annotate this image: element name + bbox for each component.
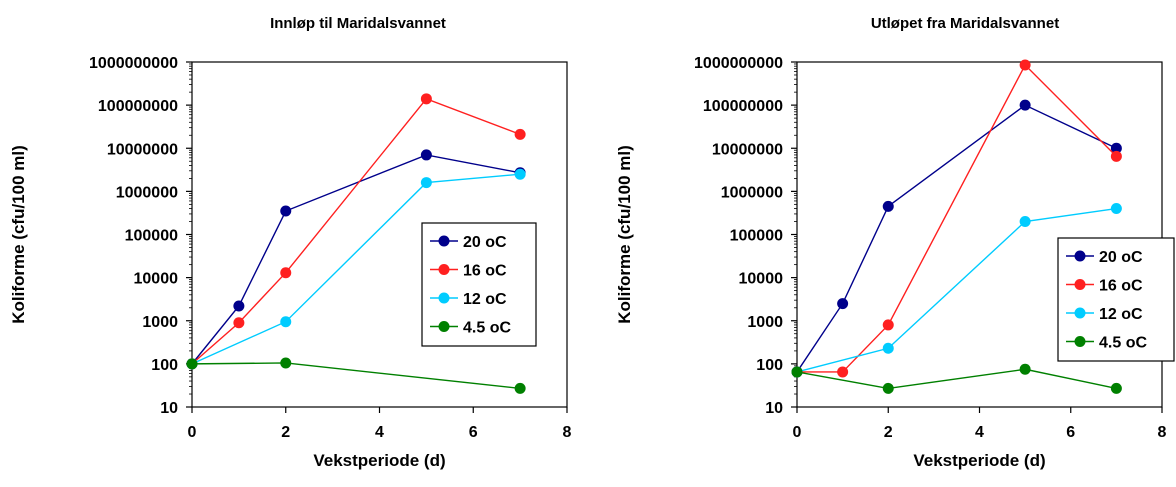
x-tick-label: 2 [884,424,893,441]
legend-item: 20 oC [1066,249,1143,266]
y-tick-label: 100000000 [98,98,178,115]
y-axis-label: Koliforme (cfu/100 ml) [9,145,28,324]
y-tick-label: 1000000000 [89,55,178,72]
series-1 [791,99,1122,378]
chart-panel-1: Innløp til Maridalsvannet 10 100 1000 10000 1… [9,15,572,470]
legend-label: 16 oC [1099,278,1143,295]
series-2 [186,93,526,370]
data-point [837,366,849,378]
y-axis-label: Koliforme (cfu/100 ml) [615,145,634,324]
legend-label: 4.5 oC [463,320,511,337]
legend-swatch-marker [1074,250,1086,262]
x-tick-label: 2 [281,424,290,441]
legend-item: 4.5 oC [1066,335,1147,352]
data-point [1110,382,1122,394]
legend-swatch-marker [438,292,450,304]
data-point [233,300,245,312]
data-point [514,382,526,394]
series-line [796,368,1117,390]
y-tick-label: 10000000 [107,141,178,158]
data-point [280,316,292,328]
x-tick-label: 6 [1066,424,1075,441]
chart-panel-2: Utløpet fra Maridalsvannet 10 100 1000 10000… [615,15,1175,470]
chart-title: Utløpet fra Maridalsvannet [871,15,1059,32]
legend-swatch-marker [438,235,450,247]
y-tick-label: 100000000 [703,98,783,115]
data-point [837,298,849,310]
data-point [280,267,292,279]
x-tick-label: 4 [975,424,984,441]
legend-item: 20 oC [430,234,507,251]
data-point [514,168,526,180]
y-tick-label: 1000000 [116,184,178,201]
legend: 20 oC 16 oC 12 oC 4.5 oC [1057,237,1175,362]
data-point [882,382,894,394]
data-point [280,357,292,369]
y-tick-label: 1000 [142,314,178,331]
data-point [1019,363,1031,375]
data-point [420,177,432,189]
data-point [1019,216,1031,228]
series-4 [186,357,526,394]
legend-swatch-marker [438,264,450,275]
data-point [1110,142,1122,154]
series-line [796,207,1117,373]
y-tick-label: 1000000 [721,184,783,201]
legend-label: 20 oC [1099,249,1143,266]
data-point [420,93,432,105]
x-tick-label: 6 [469,424,478,441]
y-tick-label: 100 [151,357,178,374]
legend-swatch-marker [1074,279,1086,290]
legend-item: 16 oC [430,263,507,280]
y-tick-label: 100 [756,357,783,374]
x-tick-label: 0 [188,424,197,441]
data-point [233,317,245,329]
legend-label: 12 oC [463,291,507,308]
y-tick-label: 100000 [125,228,178,245]
data-point [186,358,198,370]
data-point [1110,150,1122,162]
x-tick-label: 4 [375,424,384,441]
x-tick-label: 8 [563,424,572,441]
data-point [882,200,894,212]
legend: 20 oC 16 oC 12 oC 4.5 oC [421,222,537,347]
data-point [882,342,894,354]
data-point [514,128,526,140]
x-axis-label: Vekstperiode (d) [313,451,445,470]
data-point [1019,59,1031,71]
data-point [791,366,803,378]
legend-label: 12 oC [1099,306,1143,323]
y-tick-label: 10000 [134,271,179,288]
series-line [191,173,521,365]
legend-swatch-marker [1074,336,1086,347]
y-tick-label: 10000000 [712,141,783,158]
y-tick-label: 1000000000 [694,55,783,72]
x-tick-label: 0 [793,424,802,441]
data-point [1110,203,1122,215]
chart-title: Innløp til Maridalsvannet [270,15,446,32]
legend-item: 4.5 oC [430,320,511,337]
x-tick-label: 8 [1158,424,1167,441]
data-point [1019,99,1031,111]
legend-item: 12 oC [430,291,507,308]
data-point [420,149,432,161]
y-tick-label: 10 [765,400,783,417]
legend-label: 16 oC [463,263,507,280]
legend-swatch-marker [1074,307,1086,319]
y-tick-label: 1000 [747,314,783,331]
y-tick-label: 10000 [739,271,784,288]
legend-label: 4.5 oC [1099,335,1147,352]
legend-label: 20 oC [463,234,507,251]
legend-item: 12 oC [1066,306,1143,323]
series-4 [791,363,1122,394]
y-tick-label: 100000 [730,228,783,245]
x-axis-label: Vekstperiode (d) [913,451,1045,470]
data-point [882,319,894,331]
legend-swatch-marker [438,321,450,332]
series-line [191,362,521,390]
data-point [280,205,292,217]
y-tick-label: 10 [160,400,178,417]
legend-item: 16 oC [1066,278,1143,295]
